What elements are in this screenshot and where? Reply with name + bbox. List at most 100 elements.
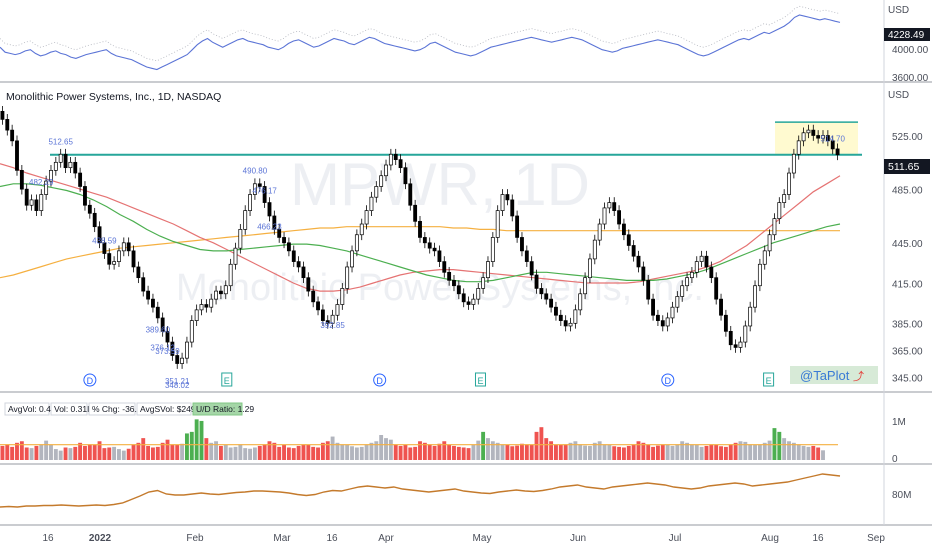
- dividend-marker: D: [373, 373, 387, 387]
- candle-body: [787, 172, 791, 195]
- volume-bar: [621, 447, 626, 460]
- volume-bar: [524, 444, 529, 460]
- candle-body: [165, 330, 170, 343]
- volume-bar: [578, 444, 583, 460]
- candle-body: [583, 277, 588, 295]
- relative-strength-line: [0, 14, 841, 71]
- candle-body: [481, 277, 486, 289]
- candle-body: [243, 210, 248, 230]
- volume-bar: [218, 445, 223, 460]
- candle-body: [777, 202, 782, 220]
- brand-badge: @TaPlot ⤴: [790, 366, 878, 384]
- candle-body: [277, 229, 282, 238]
- brand-text: @TaPlot: [800, 368, 850, 383]
- volume-stats: AvgVol: 0.49M Vol: 0.31M % Chg: -36.37% …: [4, 402, 254, 416]
- candle-body: [398, 159, 403, 169]
- volume-bar: [544, 438, 549, 460]
- candle-body: [515, 215, 520, 238]
- stat-avg-dollar-vol: AvgSVol: $249.02M: [140, 404, 215, 414]
- svg-text:E: E: [477, 376, 483, 386]
- candle-body: [680, 285, 685, 297]
- volume-bar: [641, 442, 646, 460]
- trough-label: 466.23: [257, 223, 282, 232]
- volume-bar: [29, 448, 34, 460]
- volume-bar: [456, 446, 461, 460]
- volume-bar: [204, 438, 209, 460]
- candle-body: [107, 253, 112, 265]
- candle-body: [772, 218, 777, 236]
- volume-bar: [107, 447, 112, 460]
- candle-body: [490, 237, 495, 262]
- volume-bar: [345, 445, 350, 460]
- volume-bar: [772, 428, 777, 460]
- candle-body: [359, 223, 364, 236]
- volume-bar: [403, 445, 408, 460]
- candle-body: [588, 258, 592, 279]
- stat-pct-change: % Chg: -36.37%: [92, 404, 154, 414]
- volume-bar: [520, 443, 524, 460]
- volume-bar: [92, 445, 97, 460]
- candle-body: [505, 194, 510, 201]
- volume-y-tick-1m: 1M: [892, 417, 906, 428]
- volume-bar: [68, 448, 73, 460]
- volume-bar: [689, 444, 694, 460]
- candle-body: [748, 306, 753, 327]
- candle-body: [733, 344, 738, 348]
- x-axis: 16 2022 Feb Mar 16 Apr May Jun Jul Aug 16 Sep: [42, 533, 885, 544]
- peak-label: 512.65: [48, 137, 73, 146]
- volume-bar: [777, 431, 782, 460]
- dividend-marker: D: [661, 373, 675, 387]
- volume-bar: [165, 439, 170, 460]
- volume-bar: [155, 446, 160, 460]
- volume-bar: [743, 441, 748, 460]
- volume-bar: [170, 444, 175, 460]
- candle-body: [510, 199, 515, 217]
- candle-body: [534, 274, 539, 289]
- candle-body: [311, 290, 316, 303]
- volume-bar: [801, 445, 806, 460]
- volume-bar: [442, 441, 447, 460]
- candle-body: [286, 242, 291, 252]
- volume-bar: [267, 441, 272, 460]
- x-tick-label: Aug: [761, 533, 779, 544]
- candle-body: [87, 204, 92, 214]
- candle-body: [53, 161, 58, 171]
- candle-body: [170, 341, 175, 356]
- volume-bar: [675, 444, 680, 460]
- candle-body: [180, 357, 185, 364]
- volume-bar: [325, 441, 330, 460]
- candle-body: [218, 290, 223, 295]
- volume-bar: [350, 446, 354, 460]
- volume-bar: [626, 445, 631, 460]
- volume-bar: [471, 444, 476, 460]
- volume-bar: [364, 444, 369, 460]
- volume-bar: [461, 447, 466, 460]
- volume-bar: [490, 441, 495, 460]
- candle-body: [757, 263, 762, 287]
- volume-bar: [602, 444, 607, 460]
- trough-label: 376.12: [150, 344, 175, 353]
- volume-panel: [0, 419, 838, 460]
- candle-body: [796, 140, 801, 155]
- candle-body: [602, 207, 607, 225]
- volume-bar: [816, 447, 821, 460]
- candle-body: [554, 306, 558, 316]
- volume-bar: [34, 445, 39, 460]
- volume-bar: [486, 438, 490, 460]
- volume-bar: [568, 442, 573, 460]
- volume-bar: [806, 446, 811, 460]
- volume-bar: [646, 445, 651, 460]
- volume-bar: [573, 441, 578, 460]
- candle-body: [102, 242, 107, 254]
- candle-body: [723, 314, 728, 332]
- candle-body: [384, 164, 388, 177]
- volume-bar: [277, 446, 282, 460]
- candle-body: [471, 298, 476, 305]
- volume-bar: [238, 444, 243, 460]
- candle-body: [306, 277, 311, 292]
- volume-bar: [723, 446, 728, 460]
- candle-body: [160, 317, 165, 332]
- volume-bar: [282, 445, 286, 460]
- candle-body: [335, 304, 340, 316]
- svg-text:4228.49: 4228.49: [888, 30, 925, 41]
